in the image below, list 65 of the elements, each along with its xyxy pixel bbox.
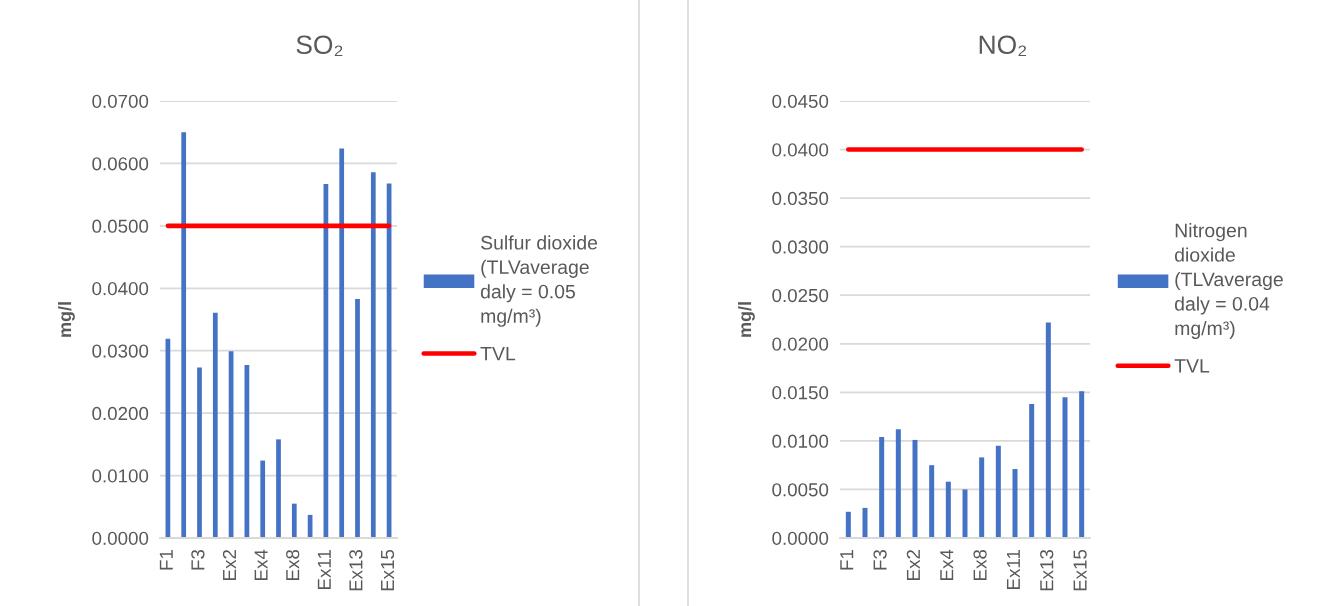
y-tick-label: 0.0500	[92, 219, 149, 233]
x-tick-label: F1	[840, 550, 854, 570]
y-axis-title: mg/l	[57, 302, 75, 337]
bar	[1079, 391, 1085, 538]
x-tick-label: F1	[159, 550, 173, 570]
x-tick-label: F3	[873, 549, 887, 570]
y-tick-label: 0.0400	[92, 281, 149, 296]
y-tick-label: 0.0600	[92, 157, 149, 171]
bar	[1045, 322, 1051, 538]
bar	[912, 439, 918, 538]
bar	[276, 439, 281, 538]
bar	[355, 298, 360, 538]
bar	[895, 429, 901, 538]
x-tick-label: Ex13	[1040, 549, 1054, 591]
bar	[339, 148, 345, 538]
y-tick-label: 0.0300	[92, 344, 149, 358]
bar	[879, 437, 885, 538]
x-tick-label: Ex2	[906, 550, 920, 580]
x-tick-label: Ex8	[973, 549, 987, 580]
x-tick-label: Ex4	[940, 549, 954, 580]
legend-label: Nitrogen dioxide (TLVaverage daly = 0.04 mg/m³)	[1174, 223, 1283, 340]
x-tick-label: Ex2	[222, 550, 236, 580]
y-tick-label: 0.0700	[92, 94, 149, 108]
bar	[370, 172, 376, 538]
legend-label: TVL	[480, 346, 516, 361]
y-tick-label: 0.0200	[92, 406, 149, 421]
bar	[197, 367, 202, 538]
x-tick-label: Ex15	[381, 549, 395, 591]
y-tick-label: 0.0400	[772, 143, 829, 157]
y-tick-label: 0.0450	[772, 94, 829, 108]
legend-label: TVL	[1174, 359, 1210, 373]
y-tick-label: 0.0300	[772, 240, 829, 254]
legend-label: Sulfur dioxide (TLVaverage daly = 0.05 mg/m³)	[480, 235, 598, 327]
y-tick-label: 0.0100	[92, 469, 149, 483]
x-tick-label: Ex15	[1073, 549, 1087, 591]
x-tick-label: Ex13	[349, 549, 363, 591]
bar	[212, 312, 218, 538]
bar	[291, 503, 297, 538]
bar	[181, 132, 187, 538]
bar	[945, 481, 951, 538]
y-tick-label: 0.0350	[772, 191, 829, 206]
bar	[1012, 469, 1018, 538]
bar	[862, 507, 868, 538]
bar	[979, 457, 985, 538]
y-tick-label: 0.0100	[772, 434, 829, 448]
y-tick-label: 0.0050	[772, 483, 829, 497]
bar	[260, 460, 266, 538]
bar	[995, 445, 1001, 538]
y-tick-label: 0.0150	[772, 386, 829, 400]
bar	[962, 489, 968, 538]
y-axis-title: mg/l	[737, 302, 755, 337]
bar	[845, 511, 851, 538]
chart-title: SO₂	[296, 35, 343, 57]
x-tick-label: Ex11	[1006, 550, 1020, 589]
y-tick-label: 0.0250	[772, 288, 829, 303]
y-tick-label: 0.0200	[772, 337, 829, 351]
x-tick-label: Ex11	[317, 550, 331, 589]
y-tick-label: 0.0000	[92, 531, 149, 545]
bar	[929, 465, 935, 538]
x-tick-label: F3	[191, 549, 205, 570]
x-tick-label: Ex8	[286, 549, 300, 580]
y-tick-label: 0.0000	[772, 531, 829, 545]
bar	[1029, 403, 1035, 538]
x-tick-label: Ex4	[254, 549, 268, 580]
chart-title: NO₂	[979, 35, 1027, 57]
